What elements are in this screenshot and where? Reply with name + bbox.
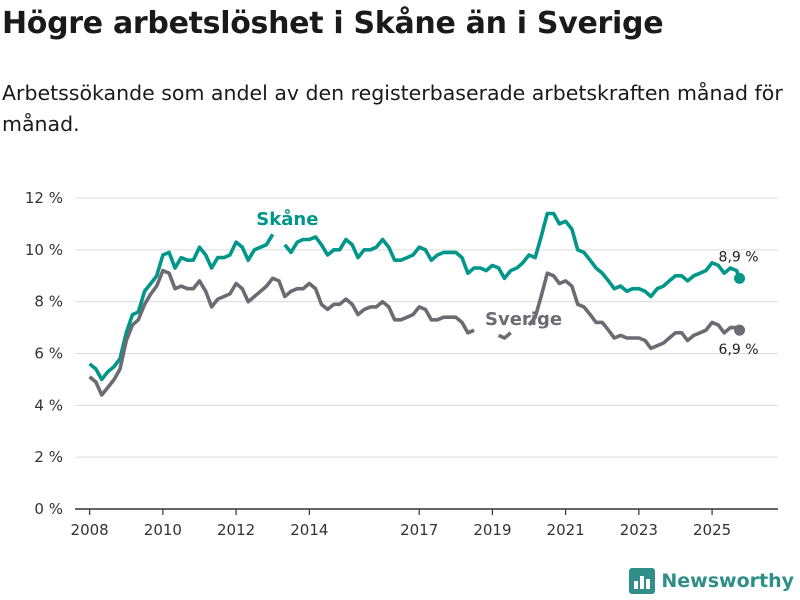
- series-labels: 8,9 % 6,9 % Skåne Sverige: [256, 208, 758, 358]
- y-tick-label: 6 %: [34, 345, 63, 363]
- x-tick-label: 2008: [71, 521, 109, 539]
- end-value-label: 6,9 %: [719, 342, 759, 358]
- newsworthy-logo: Newsworthy: [629, 568, 794, 594]
- chart-title: Högre arbetslöshet i Skåne än i Sverige: [2, 6, 664, 41]
- x-tick-label: 2014: [290, 521, 328, 539]
- x-axis: 2008 2010 2012 2014 2017 2019 2021 2023 2025: [71, 508, 778, 539]
- brand-name: Newsworthy: [661, 570, 794, 592]
- y-tick-label: 4 %: [34, 396, 63, 414]
- y-tick-label: 8 %: [34, 293, 63, 311]
- x-tick-label: 2025: [693, 521, 731, 539]
- gridlines: [75, 197, 778, 458]
- y-axis-ticks: 0 % 2 % 4 % 6 % 8 % 10 % 12 %: [25, 189, 63, 518]
- chart-subtitle: Arbetssökande som andel av den registerb…: [2, 81, 783, 136]
- series-label-skane: Skåne: [256, 208, 318, 230]
- end-value-label: 8,9 %: [719, 249, 759, 265]
- x-tick-label: 2017: [400, 521, 438, 539]
- x-tick-label: 2010: [144, 521, 182, 539]
- bar-chart-icon: [629, 568, 656, 594]
- series-lines: [88, 211, 746, 397]
- end-point-sverige: [734, 324, 746, 336]
- series-label-sverige: Sverige: [485, 309, 562, 330]
- y-tick-label: 2 %: [34, 448, 63, 466]
- series-line-sverige: [88, 268, 741, 397]
- x-tick-label: 2012: [217, 521, 255, 539]
- end-point-skane: [734, 272, 746, 284]
- x-tick-label: 2021: [547, 521, 585, 539]
- x-tick-label: 2023: [620, 521, 658, 539]
- y-tick-label: 12 %: [25, 189, 63, 207]
- x-tick-label: 2019: [473, 521, 511, 539]
- series-line-skane: [88, 211, 742, 382]
- y-tick-label: 0 %: [34, 500, 63, 518]
- y-tick-label: 10 %: [25, 241, 63, 259]
